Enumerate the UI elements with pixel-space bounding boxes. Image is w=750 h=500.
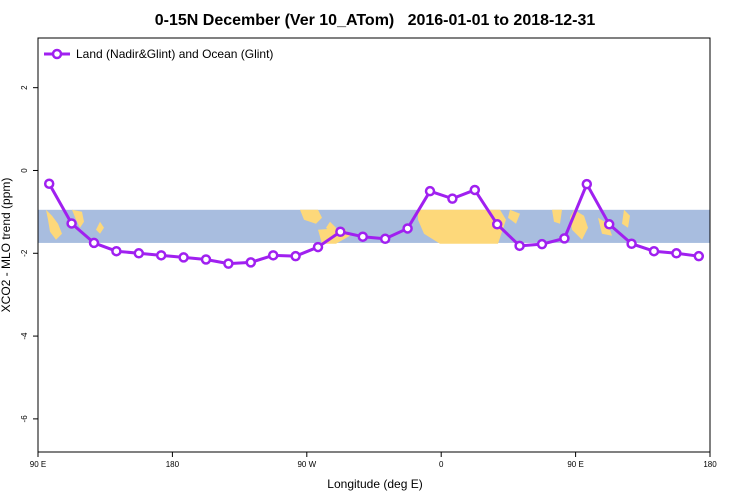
land-shape-9 [552, 209, 562, 224]
data-point [335, 226, 346, 238]
x-tick-label: 90 E [567, 460, 583, 469]
land-shape-3 [96, 221, 104, 234]
y-tick-label: -6 [20, 415, 29, 423]
x-axis: 90 E 180 90 W 0 90 E 180 [30, 452, 717, 469]
data-point [469, 184, 481, 196]
data-point [88, 237, 100, 249]
data-point [133, 248, 145, 259]
y-axis-label: XCO2 - MLO trend (ppm) [0, 178, 13, 313]
x-tick-label: 180 [703, 460, 717, 469]
chart-title: 0-15N December (Ver 10_ATom) 2016-01-01 … [155, 12, 596, 29]
data-point [693, 250, 705, 262]
data-point [111, 245, 122, 257]
land-shape-4 [300, 209, 322, 224]
data-point [312, 241, 324, 253]
data-point [66, 218, 77, 229]
data-point [223, 258, 234, 269]
data-point [536, 238, 548, 250]
data-point [290, 250, 301, 262]
data-point [200, 254, 212, 265]
data-point [491, 219, 503, 230]
data-point [581, 178, 593, 190]
data-point [357, 231, 369, 242]
x-axis-label: Longitude (deg E) [327, 477, 422, 491]
data-point [245, 257, 257, 268]
x-tick-label: 90 E [30, 460, 46, 469]
data-point [648, 245, 660, 257]
land-shape-1 [46, 209, 62, 240]
legend-point-marker [51, 48, 63, 60]
data-point [379, 233, 391, 245]
data-point [626, 238, 637, 250]
y-tick-label: -4 [20, 332, 29, 340]
land-shape-8 [508, 209, 520, 224]
plot-area [38, 178, 710, 269]
x-tick-label: 0 [439, 460, 444, 469]
plot-frame [37, 37, 711, 453]
data-point [267, 250, 279, 261]
x-tick-label: 180 [166, 460, 180, 469]
data-point [671, 248, 682, 259]
land-shape-12 [622, 209, 630, 228]
data-point [178, 252, 189, 263]
data-point [43, 178, 55, 189]
data-point [447, 193, 458, 204]
data-point [155, 250, 167, 261]
data-point [424, 185, 436, 197]
data-point [514, 240, 525, 252]
y-tick-label: 2 [20, 85, 29, 90]
land-shape-7 [418, 209, 506, 244]
legend-label: Land (Nadir&Glint) and Ocean (Glint) [76, 47, 273, 61]
data-point [603, 219, 615, 230]
legend: Land (Nadir&Glint) and Ocean (Glint) [44, 47, 273, 61]
land-shape-2 [72, 209, 84, 228]
y-tick-label: -2 [20, 249, 29, 257]
data-point [402, 223, 413, 234]
x-tick-label: 90 W [297, 460, 316, 469]
y-tick-label: 0 [20, 168, 29, 173]
y-axis: 2 0 -2 -4 -6 [20, 85, 38, 423]
data-point [559, 233, 570, 244]
